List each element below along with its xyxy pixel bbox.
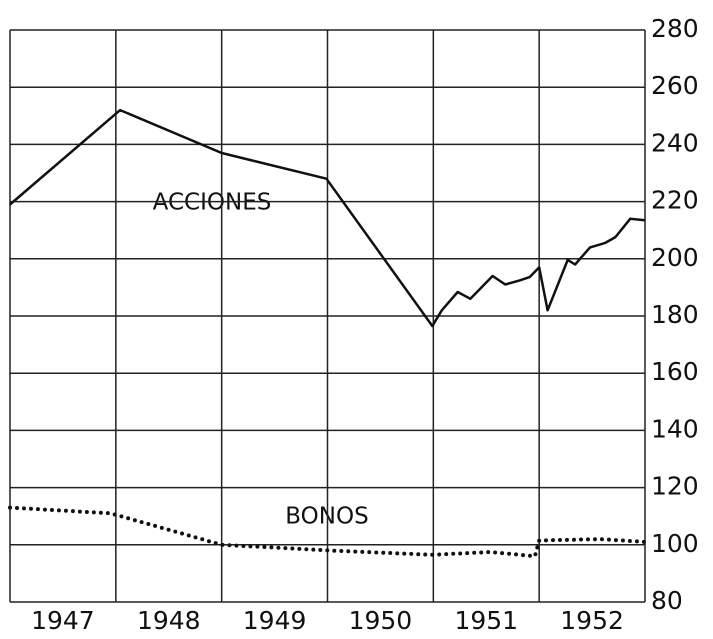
y-tick-label: 160	[651, 357, 699, 386]
y-tick-label: 140	[651, 414, 699, 443]
series-line	[8, 505, 647, 559]
y-tick-label: 200	[651, 243, 699, 272]
x-tick-label: 1952	[560, 606, 624, 635]
y-tick-label: 120	[651, 472, 699, 501]
x-tick-label: 1950	[349, 606, 413, 635]
y-tick-label: 240	[651, 128, 699, 157]
x-tick-label: 1948	[137, 606, 201, 635]
y-tick-label: 80	[651, 586, 683, 615]
y-tick-label: 180	[651, 300, 699, 329]
series-line	[9, 108, 646, 328]
y-tick-label: 220	[651, 186, 699, 215]
y-tick-label: 280	[651, 14, 699, 43]
annotation: ACCIONES	[153, 190, 272, 216]
y-tick-label: 100	[651, 529, 699, 558]
y-tick-label: 260	[651, 71, 699, 100]
x-tick-label: 1947	[31, 606, 95, 635]
x-tick-label: 1949	[243, 606, 307, 635]
x-tick-label: 1951	[454, 606, 518, 635]
